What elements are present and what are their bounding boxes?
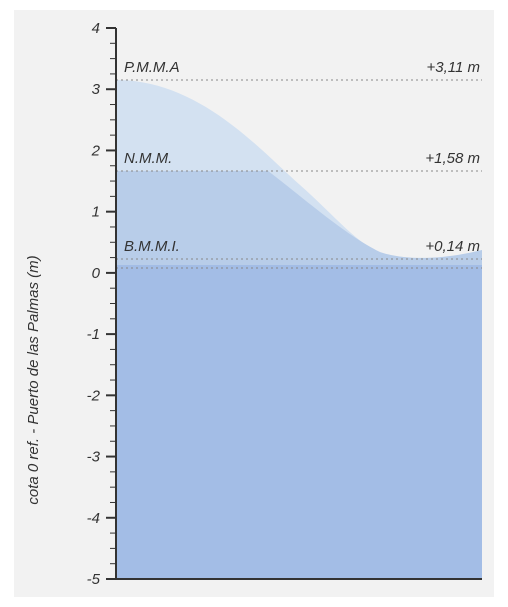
y-tick-label: 2 bbox=[91, 142, 101, 159]
y-tick-label: 0 bbox=[92, 265, 101, 282]
y-tick-label: -2 bbox=[87, 387, 101, 404]
level-value-pmma: +3,11 m bbox=[426, 59, 480, 76]
y-tick-label: 3 bbox=[92, 81, 101, 98]
y-tick-label: -4 bbox=[87, 510, 100, 527]
y-tick-label: 1 bbox=[92, 204, 100, 221]
y-tick-label: -5 bbox=[87, 571, 101, 588]
level-name-nmm: N.M.M. bbox=[124, 150, 172, 167]
y-tick-label: 4 bbox=[92, 20, 100, 37]
mean-level-area bbox=[116, 171, 482, 268]
y-tick-label: -3 bbox=[87, 449, 101, 466]
y-tick-label: -1 bbox=[87, 326, 100, 343]
level-value-nmm: +1,58 m bbox=[425, 150, 480, 167]
level-value-bmmi: +0,14 m bbox=[425, 238, 480, 255]
below-zero-area bbox=[116, 265, 482, 579]
y-axis-ticks: -5 -4 -3 -2 -1 0 1 2 3 4 bbox=[87, 20, 116, 588]
level-name-bmmi: B.M.M.I. bbox=[124, 238, 180, 255]
level-name-pmma: P.M.M.A bbox=[124, 59, 180, 76]
y-axis-label: cota 0 ref. - Puerto de las Palmas (m) bbox=[25, 255, 42, 504]
